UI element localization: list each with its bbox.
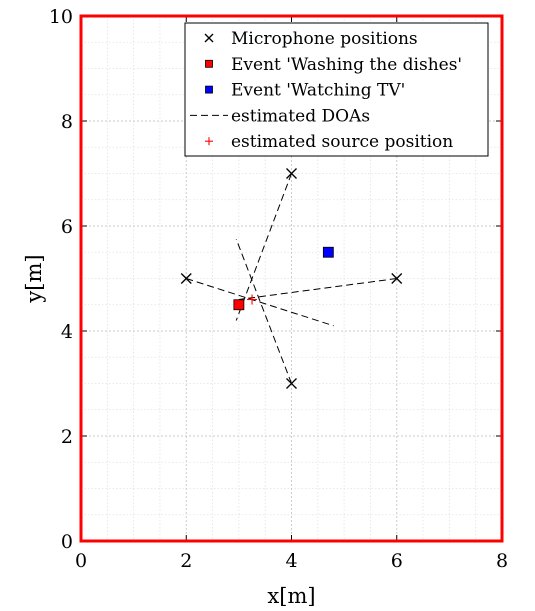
x-axis-label: x[m]	[267, 584, 315, 608]
x-tick-label: 6	[391, 550, 403, 572]
y-tick-label: 10	[49, 6, 73, 28]
microphone-marker	[286, 378, 297, 389]
x-stroke	[204, 33, 214, 43]
legend-label: Event 'Washing the dishes'	[231, 55, 462, 75]
doa-line	[235, 238, 292, 384]
doa-line	[238, 278, 397, 300]
microphone-marker	[391, 273, 403, 284]
legend: Microphone positions Event 'Washing the d…	[184, 22, 489, 157]
microphone-marker	[180, 273, 192, 284]
doa-line	[186, 278, 334, 327]
legend-box	[184, 22, 489, 157]
y-tick-label: 2	[61, 426, 73, 448]
plot-frame	[79, 14, 504, 543]
y-tick-label: 6	[61, 216, 73, 238]
x-stroke	[391, 273, 403, 284]
legend-marker	[205, 137, 213, 146]
legend-marker	[204, 33, 214, 43]
doa-line	[235, 173, 292, 321]
legend-marker	[205, 85, 213, 94]
y-tick-label: 0	[61, 531, 73, 553]
x-tick-label: 4	[285, 550, 297, 572]
legend-marker	[205, 59, 213, 68]
event-marker	[233, 299, 245, 311]
x-stroke	[180, 273, 192, 284]
x-stroke	[286, 168, 297, 179]
microphone-marker	[286, 168, 297, 179]
legend-label: estimated DOAs	[231, 106, 370, 126]
x-tick-label: 8	[496, 550, 508, 572]
y-tick-label: 4	[61, 321, 73, 343]
source-estimate-marker	[247, 294, 258, 305]
event-marker	[322, 246, 334, 258]
x-stroke	[286, 378, 297, 389]
legend-label: Microphone positions	[231, 29, 418, 49]
legend-label: estimated source position	[231, 132, 453, 152]
y-axis-label: y[m]	[22, 254, 46, 303]
x-tick-label: 0	[75, 550, 87, 572]
tick-labels: 0 2 4 6 8 0 2 4 6 8 10	[49, 6, 508, 572]
plot-area	[180, 168, 403, 389]
y-tick-label: 8	[61, 111, 73, 133]
legend-label: Event 'Watching TV'	[231, 81, 405, 101]
x-tick-label: 2	[180, 550, 192, 572]
